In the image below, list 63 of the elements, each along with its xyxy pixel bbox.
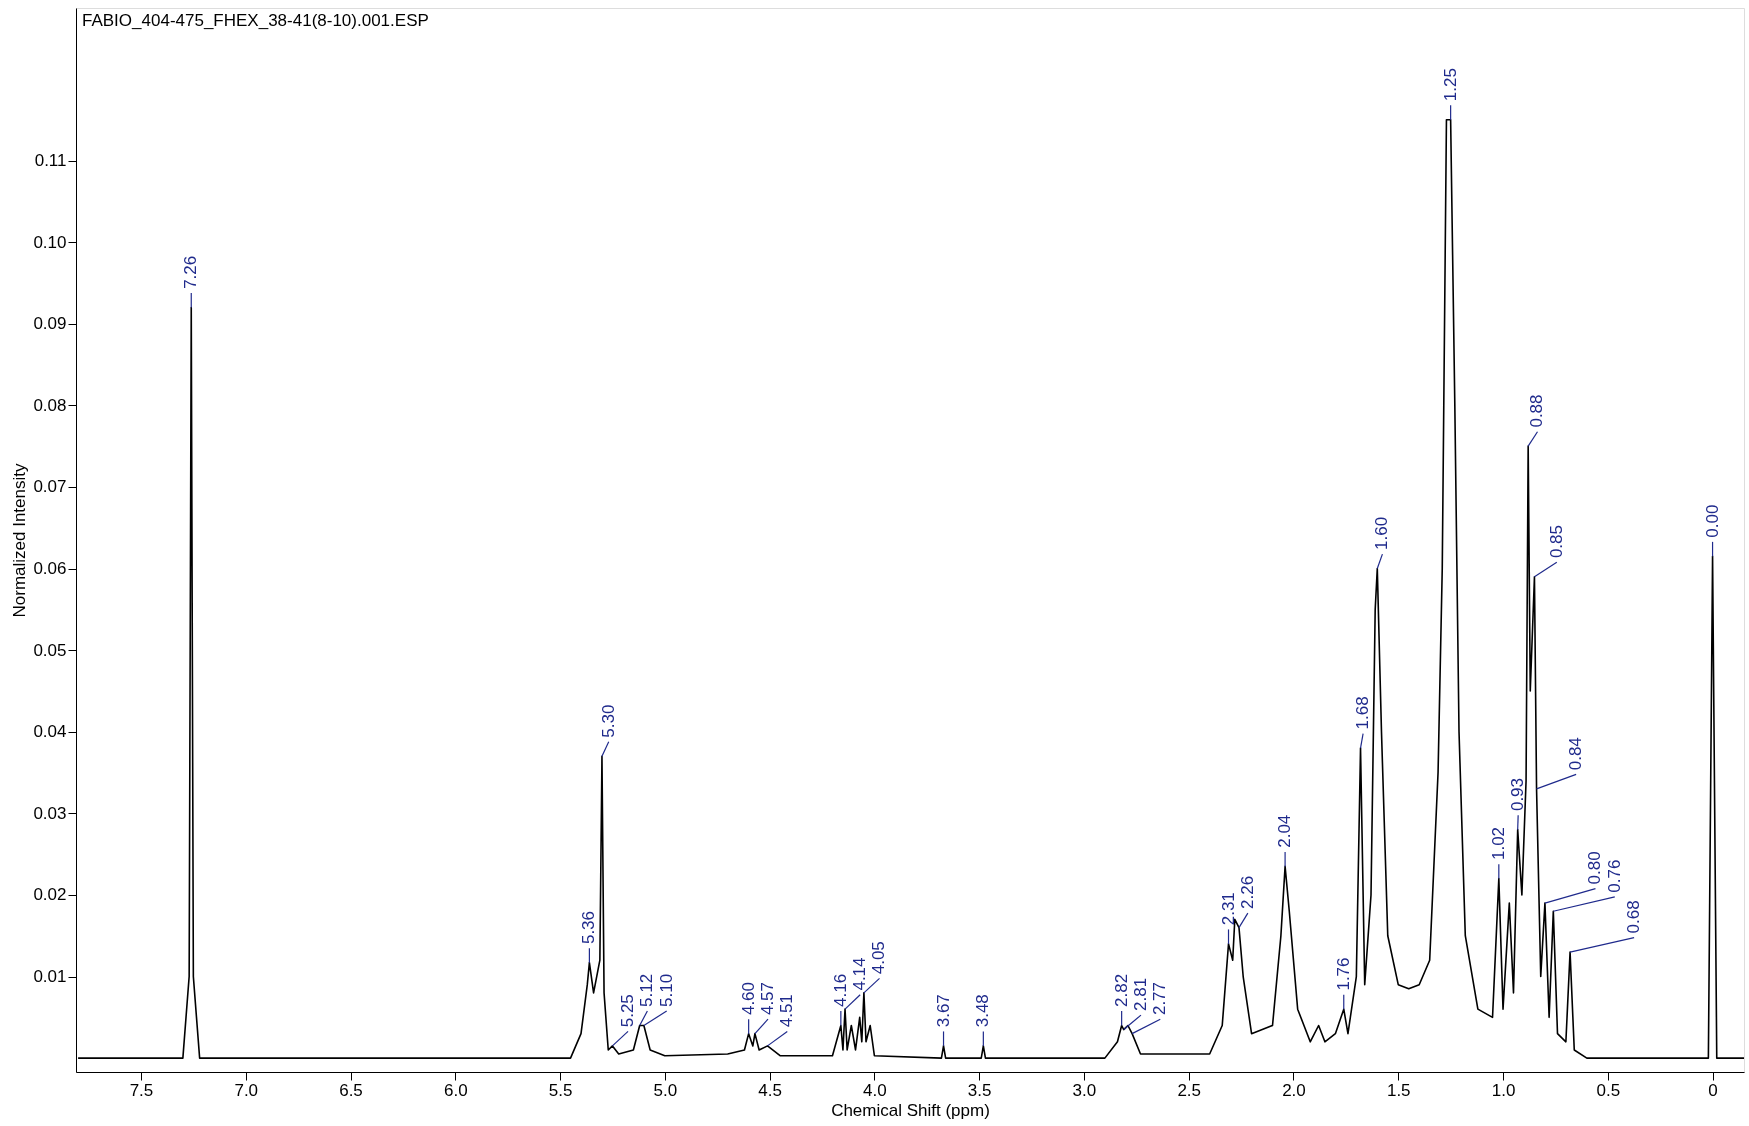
annotation: 0.76 (1604, 859, 1624, 893)
annotation: 2.81 (1130, 977, 1150, 1011)
annotation: 2.26 (1237, 875, 1257, 909)
y-tick-label: 0.05 (33, 640, 67, 660)
y-tick-label: 0.01 (33, 967, 67, 987)
annotation: 5.30 (598, 704, 618, 738)
annotation: 0.88 (1527, 394, 1547, 428)
chart-title: FABIO_404-475_FHEX_38-41(8-10).001.ESP (82, 11, 429, 30)
y-tick-label: 0.10 (33, 232, 67, 252)
y-tick-label: 0.09 (33, 314, 67, 334)
y-tick-label: 0.06 (33, 559, 67, 579)
annotation: 1.25 (1440, 68, 1460, 102)
annotation: 5.25 (618, 994, 638, 1028)
annotation: 0.84 (1566, 737, 1586, 771)
y-tick-label: 0.08 (33, 395, 67, 415)
x-tick-label: 3.5 (967, 1080, 992, 1100)
x-axis-title: Chemical Shift (ppm) (831, 1100, 990, 1120)
annotation: 5.12 (637, 973, 657, 1007)
y-tick-label: 0.04 (33, 722, 67, 742)
annotation: 4.60 (738, 981, 758, 1016)
y-tick-label: 0.11 (34, 151, 67, 171)
x-tick-label: 5.5 (548, 1080, 573, 1100)
x-tick-label: 7.0 (234, 1080, 259, 1100)
annotation: 0.93 (1508, 777, 1528, 812)
x-tick-label: 0.5 (1596, 1080, 1621, 1100)
x-tick-label: 7.5 (129, 1080, 154, 1100)
annotation: 2.31 (1218, 892, 1238, 926)
annotation: 2.04 (1275, 814, 1295, 848)
y-tick-label: 0.03 (33, 803, 67, 823)
x-tick-label: 5.0 (653, 1080, 678, 1100)
annotation: 5.10 (656, 973, 676, 1007)
y-tick-label: 0.02 (33, 885, 67, 905)
annotation: 1.76 (1333, 957, 1353, 991)
y-tick-label: 0.07 (33, 477, 67, 497)
annotation: 4.57 (757, 981, 777, 1016)
annotation: 4.05 (869, 941, 889, 975)
x-tick-label: 4.5 (758, 1080, 782, 1100)
x-tick-label: 6.0 (443, 1080, 468, 1100)
annotation: 5.36 (579, 910, 599, 945)
annotation: 1.68 (1353, 696, 1373, 730)
x-tick-label: 0 (1708, 1080, 1718, 1100)
annotation: 1.02 (1488, 826, 1508, 861)
annotation: 3.67 (933, 994, 953, 1028)
annotation: 1.60 (1372, 516, 1392, 550)
annotation: 0.00 (1702, 504, 1722, 538)
annotation: 0.80 (1585, 851, 1605, 885)
annotation: 0.68 (1624, 900, 1644, 934)
x-tick-label: 1.0 (1491, 1080, 1516, 1100)
x-tick-label: 1.5 (1386, 1080, 1411, 1100)
annotation: 3.48 (973, 994, 993, 1028)
annotation: 7.26 (181, 255, 201, 289)
x-tick-label: 4.0 (863, 1080, 887, 1100)
x-tick-label: 6.5 (339, 1080, 363, 1100)
x-tick-label: 2.5 (1177, 1080, 1202, 1100)
annotation: 2.77 (1150, 981, 1170, 1016)
x-tick-label: 3.0 (1072, 1080, 1097, 1100)
annotation: 0.85 (1546, 525, 1566, 559)
x-tick-label: 2.0 (1282, 1080, 1306, 1100)
y-axis-title: Normalized Intensity (10, 463, 30, 618)
annotation: 4.51 (777, 994, 797, 1028)
annotation: 4.14 (850, 957, 870, 991)
annotation: 2.82 (1111, 973, 1131, 1007)
annotation: 4.16 (830, 973, 850, 1007)
